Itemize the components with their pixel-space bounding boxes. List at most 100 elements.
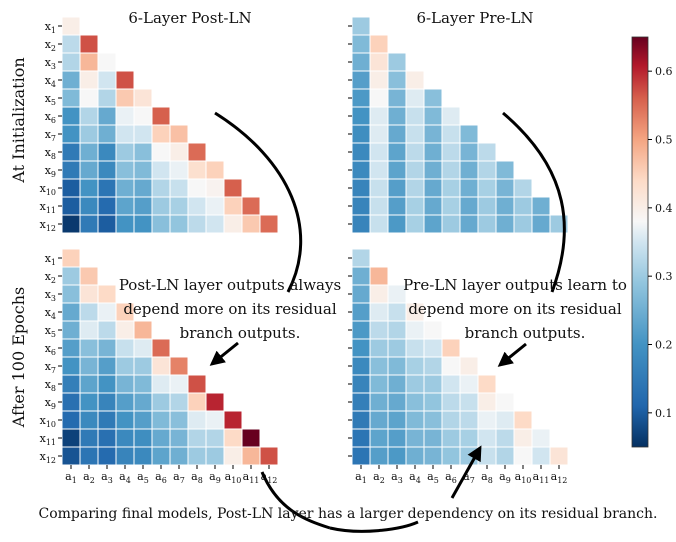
heatmap-cell [423, 88, 443, 108]
heatmap-cell [405, 356, 425, 376]
heatmap-cell [241, 428, 261, 448]
heatmap-cell [477, 214, 497, 234]
heatmap-cell [61, 248, 81, 268]
heatmap-cell [513, 214, 533, 234]
arrow-bottom-left [260, 471, 331, 530]
heatmap-cell [133, 178, 153, 198]
heatmap-cell [387, 338, 407, 358]
heatmap-cell [369, 410, 389, 430]
heatmap-cell [423, 410, 443, 430]
heatmap-cell [513, 428, 533, 448]
heatmap-cell [351, 214, 371, 234]
heatmap-cell [387, 302, 407, 322]
heatmap-cell [241, 196, 261, 216]
x-tick-label: a6 [155, 470, 167, 485]
heatmap-cell [477, 142, 497, 162]
heatmap-cell [441, 214, 461, 234]
heatmap-cell [61, 338, 81, 358]
y-tick-label: x9 [45, 164, 56, 179]
heatmap-cell [495, 410, 515, 430]
col-title-pre-ln: 6-Layer Pre-LN [416, 9, 533, 27]
heatmap-cell [79, 446, 99, 466]
x-tick-label: a6 [445, 470, 457, 485]
x-tick-label: a3 [391, 470, 403, 485]
heatmap-cell [369, 338, 389, 358]
heatmap-cell [61, 266, 81, 286]
heatmap-cell [441, 392, 461, 412]
heatmap-cell [187, 446, 207, 466]
heatmap-cell [351, 410, 371, 430]
y-tick-label: x4 [45, 74, 56, 89]
y-tick-label: x12 [40, 450, 56, 465]
heatmap-cell [423, 392, 443, 412]
heatmap-cell [369, 284, 389, 304]
annotation-post-ln-line2: depend more on its residual [123, 300, 337, 318]
heatmap-cell [187, 160, 207, 180]
heatmap-cell [387, 52, 407, 72]
y-tick-label: x5 [45, 324, 56, 339]
heatmap-cell [387, 106, 407, 126]
heatmap-cell [459, 178, 479, 198]
heatmap-cell [441, 410, 461, 430]
heatmap-cell [115, 392, 135, 412]
heatmap-cell [351, 392, 371, 412]
heatmap-cell [133, 446, 153, 466]
heatmap-cell [133, 374, 153, 394]
colorbar-ticks: 0.1 0.2 0.3 0.4 0.5 0.6 [648, 65, 673, 420]
heatmap-cell [477, 410, 497, 430]
heatmap-cell [241, 214, 261, 234]
heatmap-cell [513, 410, 533, 430]
heatmap-cell [79, 124, 99, 144]
heatmap-cell [97, 338, 117, 358]
heatmap-cell [495, 428, 515, 448]
heatmap-cell [187, 142, 207, 162]
heatmap-cell [405, 160, 425, 180]
heatmap-cell [351, 196, 371, 216]
heatmap-cell [441, 196, 461, 216]
heatmap-cell [351, 124, 371, 144]
heatmap-cell [223, 196, 243, 216]
heatmap-cell [369, 52, 389, 72]
annotation-pre-ln-line1: Pre-LN layer outputs learn to [403, 276, 627, 294]
x-tick-label: a8 [481, 470, 493, 485]
heatmap-cell [97, 160, 117, 180]
heatmap-cell [441, 428, 461, 448]
heatmap-cell [61, 52, 81, 72]
heatmap-cell [405, 374, 425, 394]
heatmap-cell [79, 392, 99, 412]
heatmap-cell [97, 142, 117, 162]
heatmap-cell [351, 88, 371, 108]
heatmap-cell [205, 160, 225, 180]
heatmap-cell [423, 356, 443, 376]
colorbar-tick-label: 0.1 [655, 407, 673, 420]
heatmap-cell [61, 142, 81, 162]
heatmap-cell [133, 214, 153, 234]
y-tick-label: x11 [40, 432, 56, 447]
heatmap-cell [351, 374, 371, 394]
heatmap-cell [169, 446, 189, 466]
colorbar-tick-label: 0.3 [655, 270, 673, 283]
heatmap-cell [205, 428, 225, 448]
heatmap-cell [387, 142, 407, 162]
heatmap-cell [97, 70, 117, 90]
heatmap-cell [187, 214, 207, 234]
heatmap-cell [133, 338, 153, 358]
heatmap-cell [169, 196, 189, 216]
heatmap-cell [387, 428, 407, 448]
x-tick-label: a7 [173, 470, 185, 485]
heatmap-cell [223, 428, 243, 448]
heatmap-cell [61, 392, 81, 412]
heatmap-cell [97, 284, 117, 304]
heatmap-cell [351, 446, 371, 466]
heatmap-cell [61, 160, 81, 180]
heatmap-cell [495, 196, 515, 216]
heatmap-cell [405, 70, 425, 90]
heatmap-cell [115, 410, 135, 430]
heatmap-cell [61, 214, 81, 234]
heatmap-cell [205, 392, 225, 412]
heatmap-cell [133, 320, 153, 340]
heatmap-cell [151, 392, 171, 412]
heatmap-cell [241, 446, 261, 466]
y-tick-label: x3 [45, 288, 56, 303]
